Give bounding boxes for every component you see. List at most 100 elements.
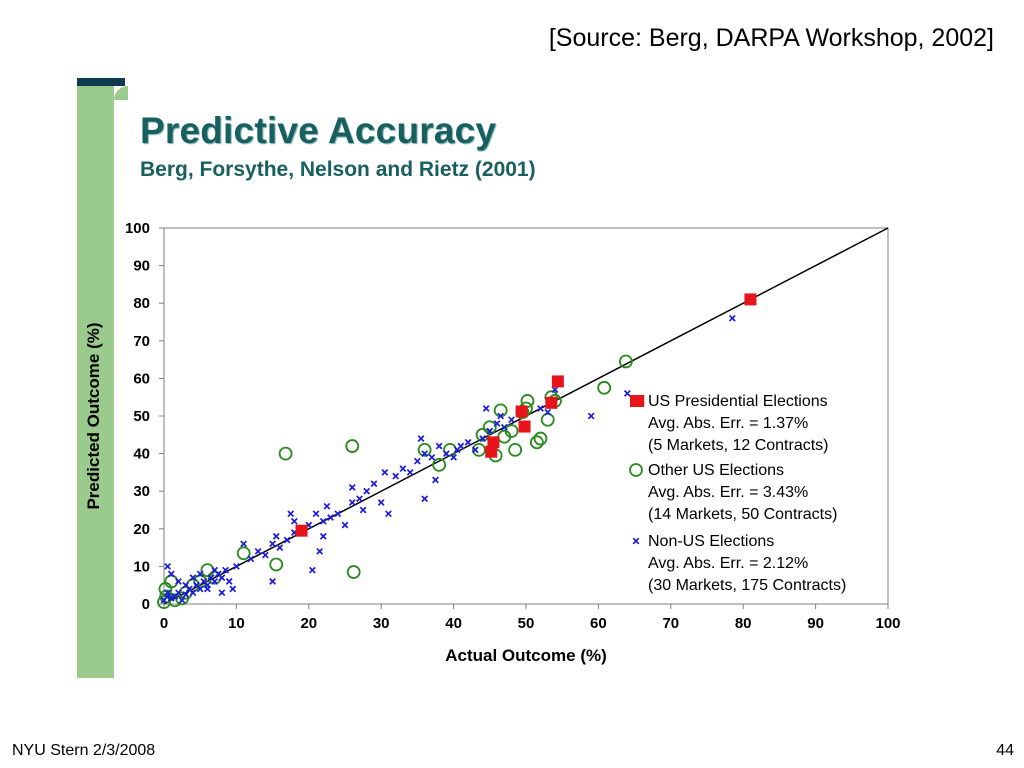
non-us-point: [381, 468, 389, 476]
non-us-point: [450, 453, 458, 461]
other-us-point: [193, 574, 208, 589]
y-tick-label: 30: [133, 483, 150, 500]
other-us-point: [207, 570, 222, 585]
legend: US Presidential Elections Avg. Abs. Err. …: [629, 393, 846, 594]
presidential-point: [295, 524, 308, 537]
legend-entry-text: (5 Markets, 12 Contracts): [648, 437, 829, 454]
x-tick-label: 10: [228, 615, 245, 632]
non-us-point: [196, 570, 204, 578]
non-us-point: [211, 566, 219, 574]
legend-entry-text: (30 Markets, 175 Contracts): [648, 577, 846, 594]
non-us-point: [457, 442, 465, 450]
non-us-point: [363, 487, 371, 495]
non-us-point: [500, 423, 508, 431]
non-us-point: [544, 408, 552, 416]
other-us-point: [417, 442, 432, 457]
presidential-point: [551, 375, 564, 388]
data-points: [157, 293, 757, 610]
presidential-point: [487, 436, 500, 449]
other-us-point: [504, 424, 519, 438]
non-us-point: [417, 435, 425, 442]
non-us-point: [334, 510, 342, 518]
other-us-point: [443, 442, 457, 457]
other-us-point: [269, 557, 284, 572]
non-us-point: [312, 510, 320, 518]
non-us-point: [225, 578, 233, 585]
non-us-point: [359, 506, 367, 514]
non-us-point: [623, 390, 631, 397]
y-tick-label: 10: [133, 558, 150, 575]
non-us-point: [232, 562, 240, 570]
legend-entry-text: Avg. Abs. Err. = 2.12%: [648, 555, 808, 572]
non-us-point: [287, 510, 295, 518]
x-axis-title: Actual Outcome (%): [445, 646, 607, 665]
non-us-point: [377, 499, 385, 506]
non-us-point: [204, 585, 211, 593]
x-tick-label: 50: [518, 615, 535, 632]
legend-entry-text: Other US Elections: [648, 462, 784, 479]
non-us-point: [399, 465, 407, 473]
non-us-point: [240, 540, 248, 548]
non-us-point: [276, 544, 284, 552]
non-us-point: [182, 581, 190, 589]
non-us-point: [421, 495, 429, 503]
legend-entry-text: Non-US Elections: [648, 533, 774, 550]
page-number: 44: [996, 742, 1014, 759]
other-us-point: [186, 578, 200, 593]
non-us-point: [222, 566, 229, 574]
source-citation: [Source: Berg, DARPA Workshop, 2002]: [548, 24, 994, 52]
legend-entry-text: US Presidential Elections: [648, 393, 828, 410]
non-us-point: [471, 446, 479, 454]
non-us-point: [269, 578, 277, 585]
x-tick-label: 40: [445, 615, 462, 632]
legend-entry-text: Avg. Abs. Err. = 1.37%: [648, 415, 808, 432]
non-us-point: [341, 521, 349, 529]
non-us-point: [370, 480, 378, 488]
non-us-point: [283, 536, 291, 544]
non-us-point: [309, 566, 316, 574]
non-us-point: [413, 457, 421, 465]
non-us-point: [348, 499, 356, 506]
non-us-point: [728, 314, 736, 322]
non-us-point: [218, 589, 226, 597]
other-us-point: [619, 354, 633, 369]
axis-ticks: 0 10 20 30 40 50 60 70 80 90 100 0 10 20 30 40 50 60 70 80 9…: [125, 220, 901, 632]
other-us-point: [475, 427, 490, 442]
non-us-point: [323, 502, 331, 510]
non-us-point: [196, 585, 204, 593]
non-us-point: [486, 427, 494, 435]
other-us-point: [200, 563, 215, 578]
non-us-point: [493, 420, 501, 427]
other-us-point: [236, 546, 251, 561]
non-us-point: [432, 476, 439, 484]
non-us-point: [551, 386, 559, 394]
y-tick-label: 90: [133, 258, 150, 275]
non-us-point: [189, 574, 197, 582]
footer-date: NYU Stern 2/3/2008: [12, 742, 156, 759]
other-us-point: [482, 420, 497, 435]
non-us-point: [167, 594, 175, 602]
non-us-point: [247, 555, 255, 563]
non-us-point: [218, 574, 226, 582]
other-us-point: [540, 412, 555, 427]
non-us-point: [385, 510, 392, 518]
non-us-point: [167, 570, 175, 578]
y-tick-label: 40: [133, 446, 150, 463]
other-us-point: [178, 585, 193, 600]
other-us-point: [597, 380, 612, 395]
non-us-point: [537, 405, 544, 412]
legend-entry-text: (14 Markets, 50 Contracts): [648, 506, 837, 523]
y-tick-label: 0: [142, 596, 150, 613]
non-us-point: [175, 578, 182, 585]
non-us-point: [356, 495, 363, 503]
x-tick-label: 70: [662, 615, 679, 632]
x-tick-label: 80: [735, 615, 752, 632]
slide-corner-decoration: [77, 78, 125, 86]
non-us-point: [269, 540, 277, 548]
non-us-point: [482, 405, 490, 412]
non-us-point: [164, 589, 172, 597]
non-us-point: [319, 517, 327, 525]
presidential-point: [545, 396, 558, 409]
other-us-point: [508, 442, 523, 457]
